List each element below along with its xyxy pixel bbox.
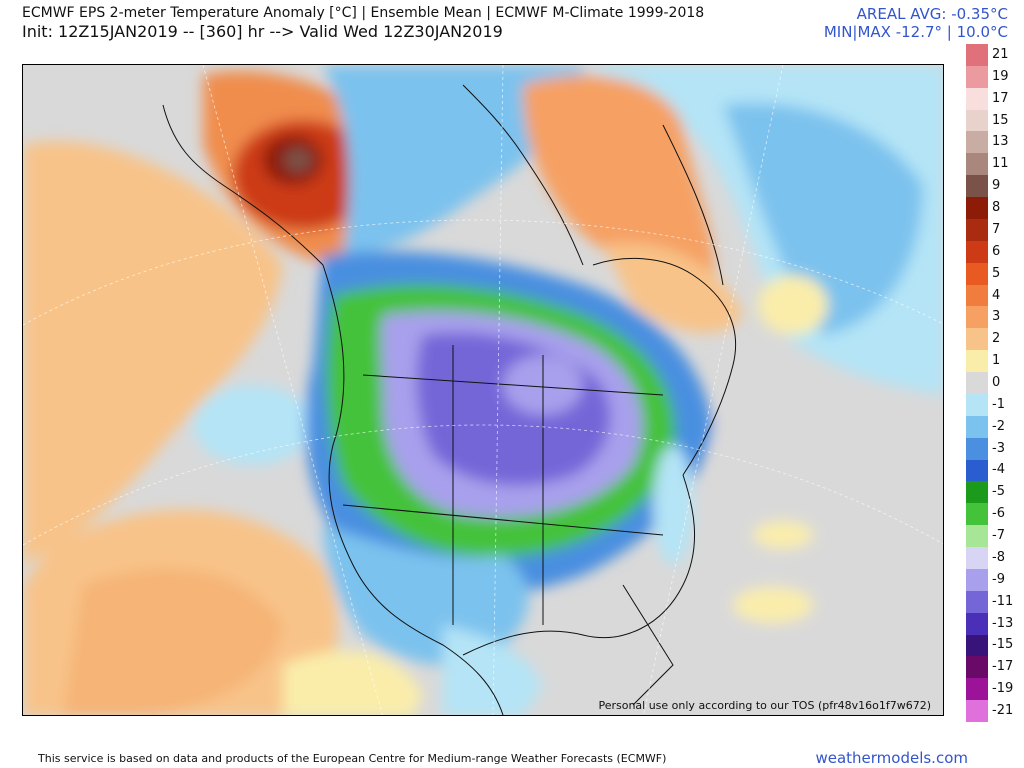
legend-swatch xyxy=(966,612,988,635)
legend-label: 8 xyxy=(992,200,1001,216)
legend-label: 2 xyxy=(992,331,1001,347)
legend-label: -5 xyxy=(992,484,1005,500)
legend-swatch xyxy=(966,634,988,657)
legend-swatch xyxy=(966,328,988,351)
legend-swatch xyxy=(966,547,988,570)
footer-disclaimer: This service is based on data and produc… xyxy=(38,752,667,765)
map-title: ECMWF EPS 2-meter Temperature Anomaly [°… xyxy=(22,5,705,21)
legend-label: 9 xyxy=(992,178,1001,194)
legend-swatch xyxy=(966,503,988,526)
legend-swatch xyxy=(966,262,988,285)
anomaly-field xyxy=(23,65,943,715)
legend-swatch xyxy=(966,240,988,263)
legend-swatch xyxy=(966,153,988,176)
legend-label: 5 xyxy=(992,265,1001,281)
map-canvas xyxy=(23,65,943,715)
min-max-values: MIN|MAX -12.7° | 10.0°C xyxy=(823,23,1008,41)
tos-notice: Personal use only according to our TOS (… xyxy=(598,699,931,712)
coastlines xyxy=(162,84,737,715)
graticule xyxy=(23,65,943,715)
legend-swatch xyxy=(966,590,988,613)
legend-label: -7 xyxy=(992,528,1005,544)
legend-swatch xyxy=(966,350,988,373)
legend-swatch xyxy=(966,459,988,482)
legend-swatch xyxy=(966,65,988,88)
legend-label: 6 xyxy=(992,243,1001,259)
legend-swatch xyxy=(966,678,988,701)
areal-average: AREAL AVG: -0.35°C xyxy=(856,5,1008,23)
legend-label: 17 xyxy=(992,90,1009,106)
map-subtitle: Init: 12Z15JAN2019 -- [360] hr --> Valid… xyxy=(22,22,503,41)
legend-label: -2 xyxy=(992,418,1005,434)
legend-label: -1 xyxy=(992,396,1005,412)
legend-label: -19 xyxy=(992,681,1014,697)
legend-swatch xyxy=(966,656,988,679)
legend-label: -11 xyxy=(992,593,1014,609)
legend-swatch xyxy=(966,415,988,438)
legend-label: -6 xyxy=(992,506,1005,522)
legend-label: -3 xyxy=(992,440,1005,456)
color-legend: 21 19 17 15 13 11 9 8 7 6 5 4 3 2 1 0 -1 -2 -3 -4 -5 -6 -7 -8 -9… xyxy=(966,44,1013,723)
legend-label: -9 xyxy=(992,571,1005,587)
legend-swatch xyxy=(966,372,988,395)
website-link[interactable]: weathermodels.com xyxy=(815,749,968,767)
legend-swatch xyxy=(966,197,988,220)
legend-label: -17 xyxy=(992,659,1014,675)
legend-swatch xyxy=(966,525,988,548)
legend-label: -8 xyxy=(992,549,1005,565)
legend-swatch xyxy=(966,218,988,241)
legend-label: -13 xyxy=(992,615,1014,631)
legend-swatch xyxy=(966,87,988,110)
legend-swatch xyxy=(966,700,988,723)
legend-swatch xyxy=(966,44,988,66)
legend-label: 13 xyxy=(992,134,1009,150)
legend-swatch xyxy=(966,284,988,307)
legend-swatch xyxy=(966,481,988,504)
legend-swatch xyxy=(966,131,988,154)
legend-label: 1 xyxy=(992,353,1001,369)
legend-swatch xyxy=(966,109,988,132)
legend-label: -21 xyxy=(992,703,1014,719)
legend-label: 4 xyxy=(992,287,1001,303)
legend-swatch xyxy=(966,568,988,591)
anomaly-map: Personal use only according to our TOS (… xyxy=(22,64,944,716)
legend-label: 11 xyxy=(992,156,1009,172)
legend-swatch xyxy=(966,437,988,460)
legend-label: 15 xyxy=(992,112,1009,128)
legend-label: -15 xyxy=(992,637,1014,653)
legend-label: 7 xyxy=(992,221,1001,237)
legend-label: 19 xyxy=(992,68,1009,84)
legend-swatch xyxy=(966,175,988,198)
legend-swatch xyxy=(966,306,988,329)
legend-label: 3 xyxy=(992,309,1001,325)
legend-label: -4 xyxy=(992,462,1005,478)
legend-label: 21 xyxy=(992,46,1009,62)
legend-swatch xyxy=(966,393,988,416)
legend-label: 0 xyxy=(992,375,1001,390)
